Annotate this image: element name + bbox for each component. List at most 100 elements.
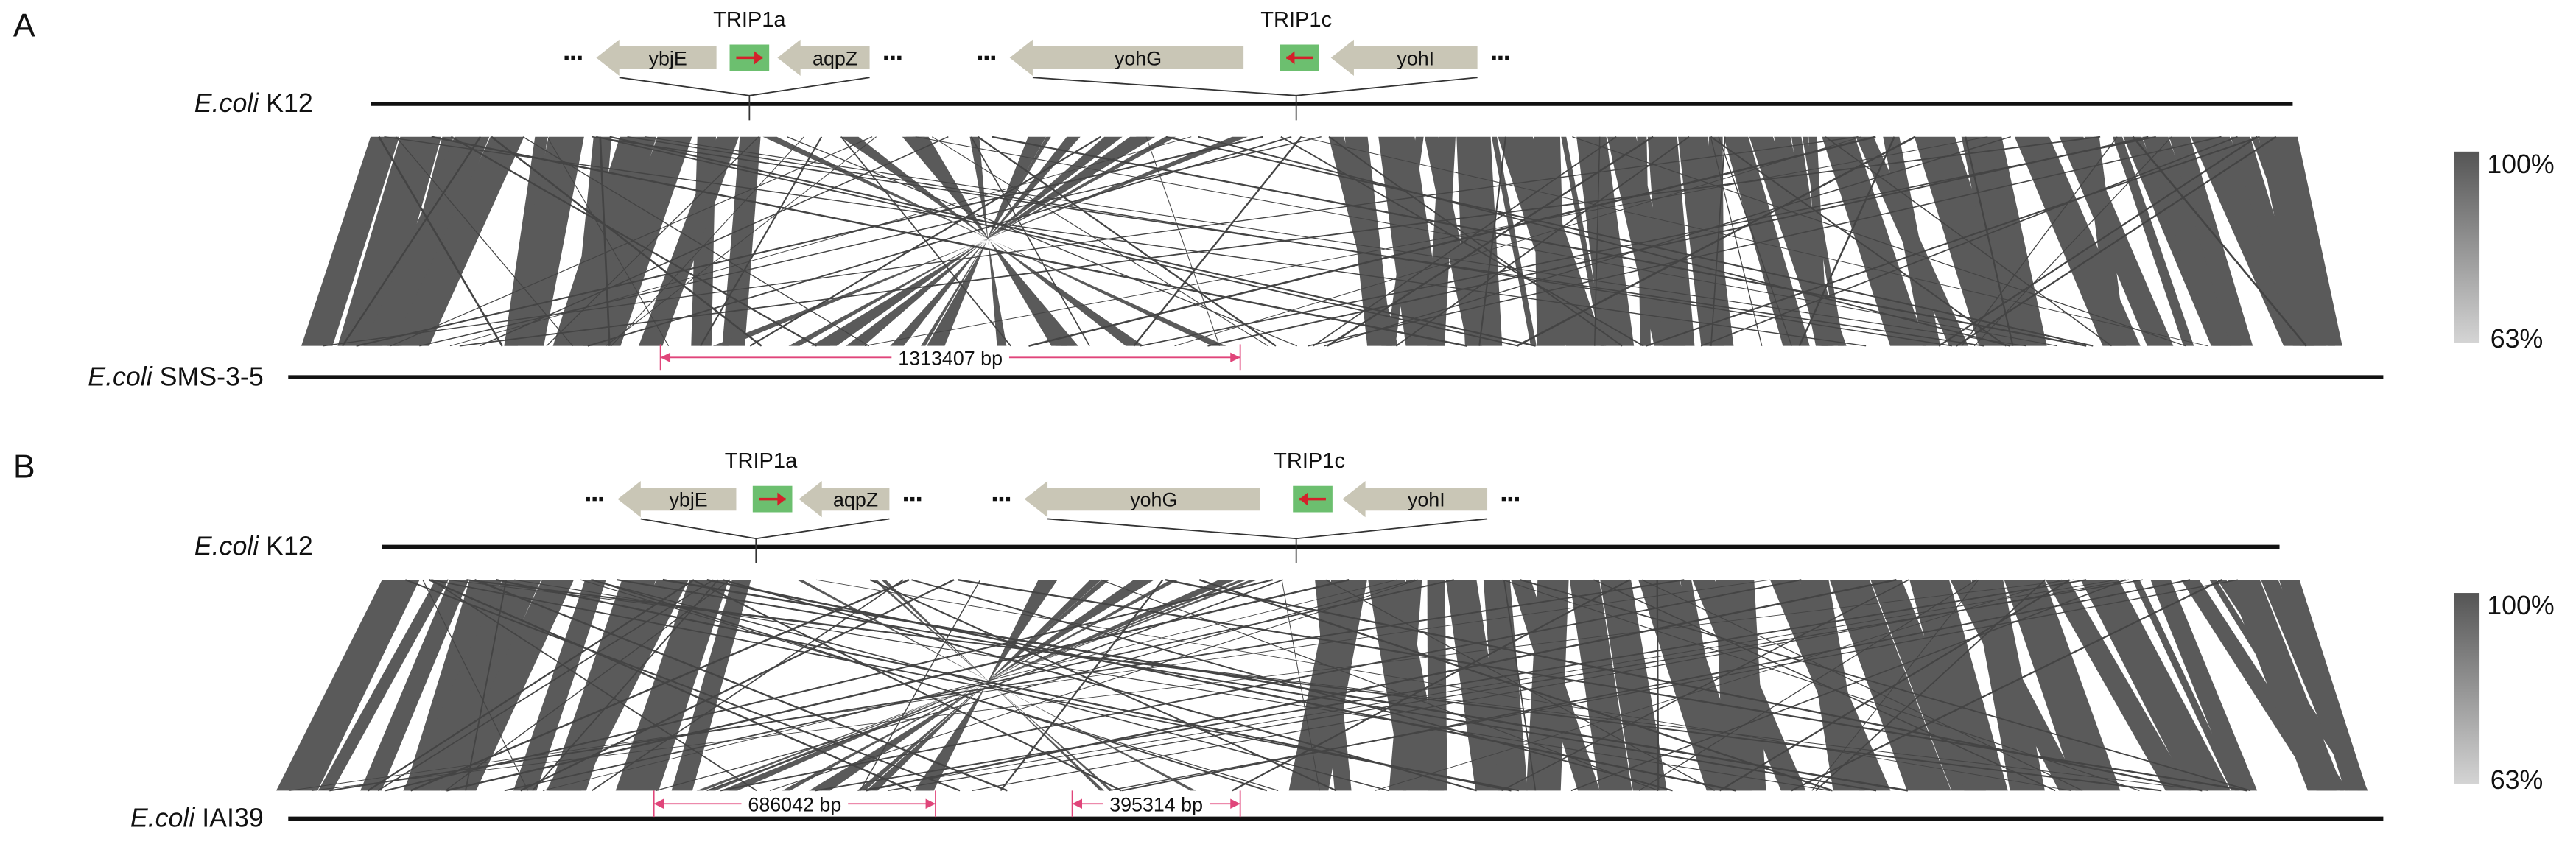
- synteny-link: [384, 136, 1867, 347]
- scale-min: 63%: [2491, 324, 2544, 354]
- synteny-block: [301, 136, 400, 346]
- span-head: [1230, 352, 1240, 363]
- synteny-link: [1811, 579, 1979, 791]
- gene-arrow: [1330, 39, 1478, 76]
- ellipsis-dot: [991, 55, 995, 60]
- synteny-block: [1600, 580, 1667, 791]
- span-head: [653, 798, 664, 809]
- span-head: [1230, 798, 1240, 809]
- synteny-link: [2132, 136, 2307, 347]
- synteny-block: [1716, 580, 1766, 791]
- synteny-link: [1140, 136, 2156, 347]
- synteny-block: [360, 580, 469, 791]
- gene-label: aqpZ: [813, 47, 857, 69]
- synteny-link: [1375, 579, 2063, 791]
- synteny-block: [1456, 136, 1503, 346]
- synteny-link: [1280, 136, 1644, 347]
- locus-connector: [1032, 77, 1478, 96]
- synteny-link: [329, 579, 1685, 792]
- synteny-link: [911, 579, 1673, 792]
- synteny-block: [782, 580, 1179, 791]
- gene-label: ybjE: [649, 47, 687, 69]
- trip-arrow-head: [1299, 492, 1308, 506]
- synteny-link: [1165, 136, 2094, 347]
- synteny-link: [1965, 136, 2014, 346]
- synteny-link: [542, 579, 1397, 791]
- synteny-link: [645, 136, 2026, 347]
- gene-label: yohG: [1115, 47, 1162, 69]
- synteny-link: [465, 579, 508, 791]
- synteny-link: [859, 579, 981, 791]
- synteny-link: [431, 579, 1520, 792]
- synteny-link: [857, 579, 2117, 791]
- synteny-block: [1344, 136, 1392, 346]
- synteny-link: [341, 136, 482, 347]
- strain: IAI39: [202, 804, 264, 833]
- synteny-block: [1637, 136, 1651, 346]
- synteny-link: [1395, 136, 1690, 347]
- ellipsis-dot: [578, 55, 582, 60]
- synteny-link: [1961, 136, 2118, 347]
- synteny-block: [811, 136, 1156, 346]
- synteny-link: [522, 136, 870, 347]
- synteny-block: [2004, 580, 2121, 791]
- locus-label: TRIP1a: [725, 449, 798, 473]
- genome-label: E.coli K12: [194, 88, 313, 118]
- synteny-block: [441, 580, 574, 791]
- synteny-link: [1145, 136, 1220, 346]
- synteny-link: [617, 579, 1877, 792]
- synteny-link: [1593, 579, 2056, 792]
- synteny-link: [445, 579, 731, 791]
- locus-connector: [1047, 518, 1488, 540]
- synteny-block: [2132, 580, 2239, 791]
- synteny-link: [592, 579, 904, 792]
- strain: SMS-3-5: [160, 362, 264, 391]
- gene-label: aqpZ: [833, 489, 878, 511]
- synteny-link: [367, 579, 695, 792]
- synteny-block: [881, 580, 1105, 791]
- synteny-link: [1938, 136, 2258, 347]
- synteny-block: [392, 136, 524, 346]
- synteny-link: [580, 579, 1279, 791]
- synteny-block: [504, 136, 548, 346]
- locus-label: TRIP1a: [713, 8, 786, 32]
- span-head: [1072, 798, 1083, 809]
- synteny-link: [627, 136, 1952, 347]
- synteny-block: [2112, 136, 2194, 346]
- synteny-block: [638, 136, 740, 346]
- synteny-block: [712, 136, 1248, 346]
- synteny-block: [1427, 136, 1456, 346]
- gene-arrow: [1342, 481, 1488, 518]
- gene-label: yohI: [1397, 47, 1434, 69]
- span-head: [925, 798, 936, 809]
- synteny-link: [419, 136, 1322, 347]
- gene-label: yohI: [1408, 489, 1445, 511]
- synteny-link: [1308, 136, 2222, 347]
- synteny-block: [1961, 136, 2047, 346]
- synteny-link: [587, 136, 1292, 347]
- genome-label: E.coli K12: [194, 532, 313, 561]
- synteny-link: [1973, 136, 2172, 347]
- gene-arrow: [1009, 39, 1244, 76]
- ellipsis-dot: [1498, 55, 1503, 60]
- synteny-link: [450, 136, 818, 347]
- ellipsis-dot: [891, 55, 895, 60]
- synteny-block: [2084, 136, 2127, 346]
- synteny-link: [1324, 136, 2011, 347]
- synteny-link: [377, 579, 714, 792]
- synteny-link: [970, 136, 1090, 347]
- synteny-link: [1000, 579, 1164, 792]
- synteny-link: [446, 578, 1350, 792]
- synteny-link: [1572, 136, 2186, 347]
- ellipsis-dot: [599, 496, 603, 502]
- gene-arrow: [777, 39, 870, 76]
- synteny-link: [404, 579, 961, 792]
- scale-bar: [2454, 151, 2480, 343]
- synteny-link: [1174, 136, 1862, 347]
- synteny-block: [866, 580, 1101, 791]
- synteny-link: [749, 136, 1102, 347]
- synteny-link: [520, 579, 955, 792]
- locus-label: TRIP1c: [1274, 449, 1345, 473]
- synteny-link: [915, 136, 2058, 347]
